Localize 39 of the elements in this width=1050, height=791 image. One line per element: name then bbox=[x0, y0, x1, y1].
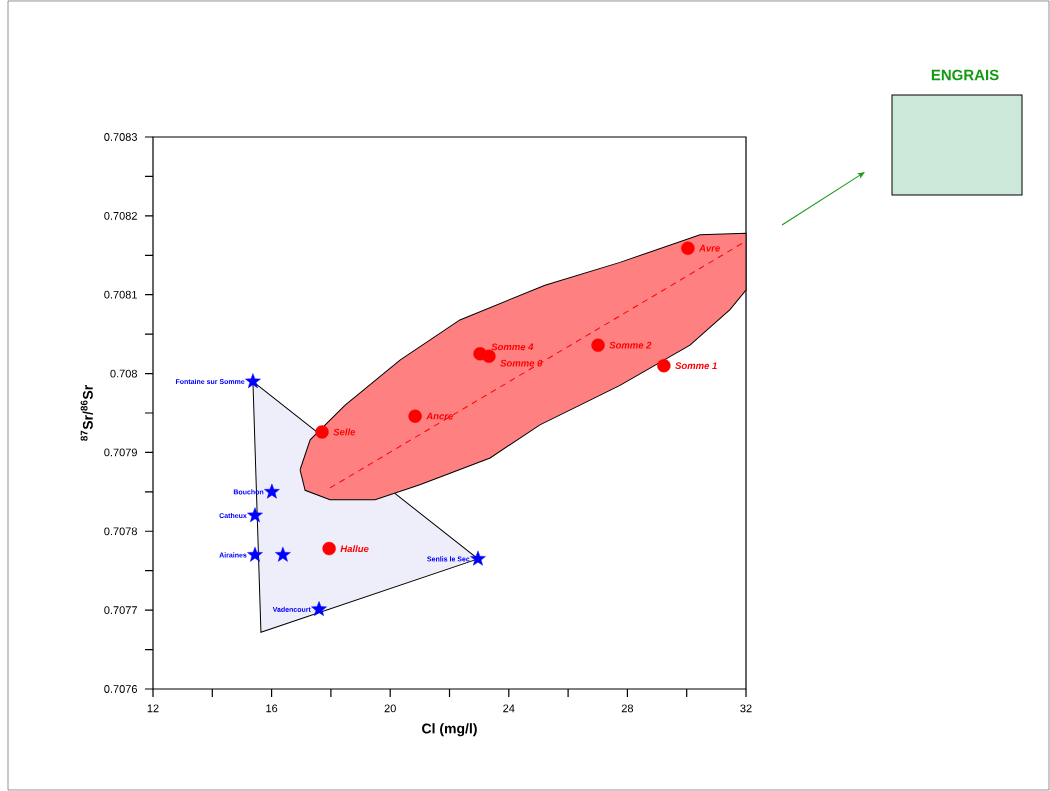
point bbox=[657, 358, 671, 373]
point bbox=[591, 338, 605, 352]
point bbox=[247, 507, 263, 523]
x-tick-label: 20 bbox=[384, 704, 396, 713]
x-tick-label: 12 bbox=[147, 704, 159, 713]
point bbox=[315, 425, 329, 439]
y-tick-label: 0.7078 bbox=[104, 527, 137, 536]
annotation: Ancre bbox=[426, 412, 453, 420]
x-tick-label: 28 bbox=[621, 704, 634, 713]
point bbox=[408, 409, 422, 423]
point bbox=[311, 601, 327, 617]
point bbox=[322, 541, 336, 556]
annotation: Hallue bbox=[340, 545, 369, 553]
y-tick-label: 0.7083 bbox=[104, 133, 137, 141]
x-tick-label: 16 bbox=[266, 704, 278, 713]
point bbox=[247, 546, 263, 562]
point bbox=[470, 550, 486, 566]
annotation: Somme 2 bbox=[609, 341, 652, 349]
annotation: Somme 1 bbox=[675, 362, 717, 370]
y-tick-label: 0.7079 bbox=[104, 448, 137, 457]
y-tick-label: 0.7076 bbox=[104, 685, 137, 693]
point bbox=[482, 349, 496, 363]
point bbox=[245, 373, 261, 389]
point bbox=[681, 241, 695, 255]
text: ENGRAIS bbox=[931, 69, 999, 81]
annotation: Avre bbox=[698, 244, 720, 252]
y-tick-label: 0.7081 bbox=[104, 290, 137, 299]
annotation: Somme 0 bbox=[500, 359, 543, 367]
annotation: Somme 4 bbox=[491, 343, 534, 351]
y-axis-title: $^{87}$Sr/$^{86}$Sr bbox=[80, 385, 93, 441]
point bbox=[275, 546, 291, 562]
x-tick-label: 24 bbox=[503, 704, 515, 713]
annotation: Selle bbox=[333, 428, 356, 436]
x-axis-title: Cl (mg/l) bbox=[422, 723, 477, 737]
x-tick-label: 32 bbox=[740, 704, 752, 713]
point bbox=[264, 483, 280, 499]
y-tick-label: 0.7082 bbox=[104, 211, 137, 220]
y-tick-label: 0.7077 bbox=[104, 606, 137, 615]
y-tick-label: 0.708 bbox=[110, 369, 137, 378]
